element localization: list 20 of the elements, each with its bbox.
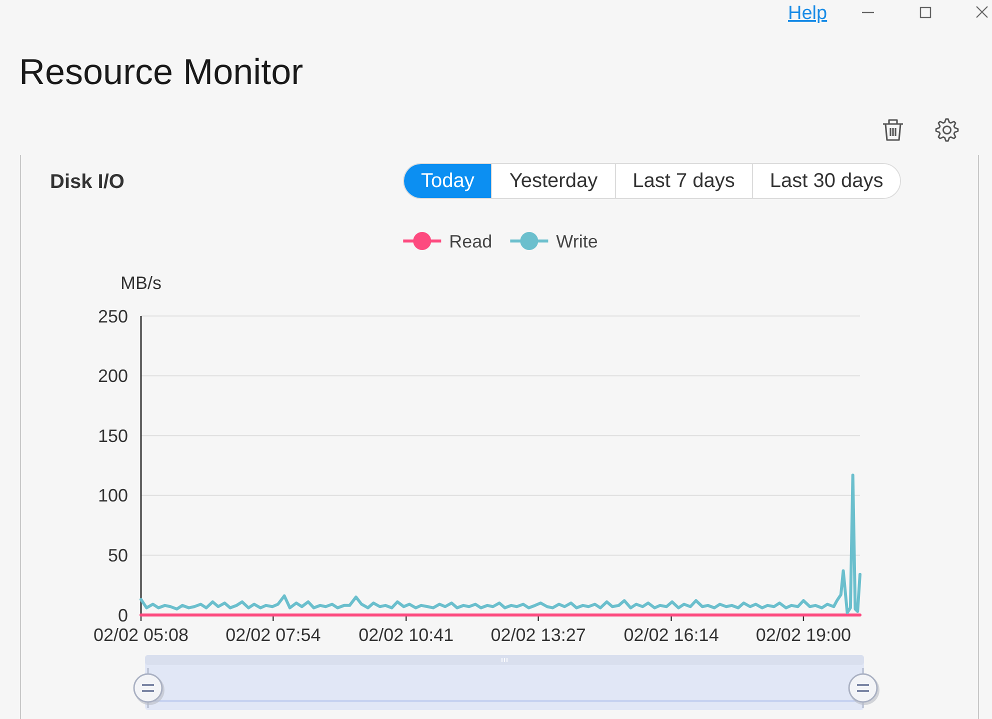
y-tick-label: 250 xyxy=(98,306,128,326)
y-axis-title: MB/s xyxy=(120,273,162,293)
tab-button: Today xyxy=(404,164,492,198)
x-tick-label: 02/02 10:41 xyxy=(358,625,454,645)
x-tick-label: 02/02 19:00 xyxy=(756,625,852,645)
y-tick-label: 100 xyxy=(98,486,128,506)
y-tick-label: 0 xyxy=(118,605,128,626)
x-tick-label: 02/02 13:27 xyxy=(490,625,586,645)
chart-title: Resource Monitor xyxy=(19,51,304,92)
chart-subtitle: Disk I/O xyxy=(50,171,124,193)
x-tick-label: 02/02 07:54 xyxy=(226,625,321,645)
legend-label: Write xyxy=(556,232,598,252)
x-tick-label: 02/02 05:08 xyxy=(93,625,189,645)
help-link: Help xyxy=(788,3,828,24)
x-tick-label: 02/02 16:14 xyxy=(624,625,719,645)
y-tick-label: 50 xyxy=(108,546,128,566)
y-tick-label: 200 xyxy=(98,366,128,386)
tab-button: Last 30 days xyxy=(752,164,900,198)
legend-label: Read xyxy=(449,232,492,252)
y-tick-label: 150 xyxy=(98,426,128,446)
